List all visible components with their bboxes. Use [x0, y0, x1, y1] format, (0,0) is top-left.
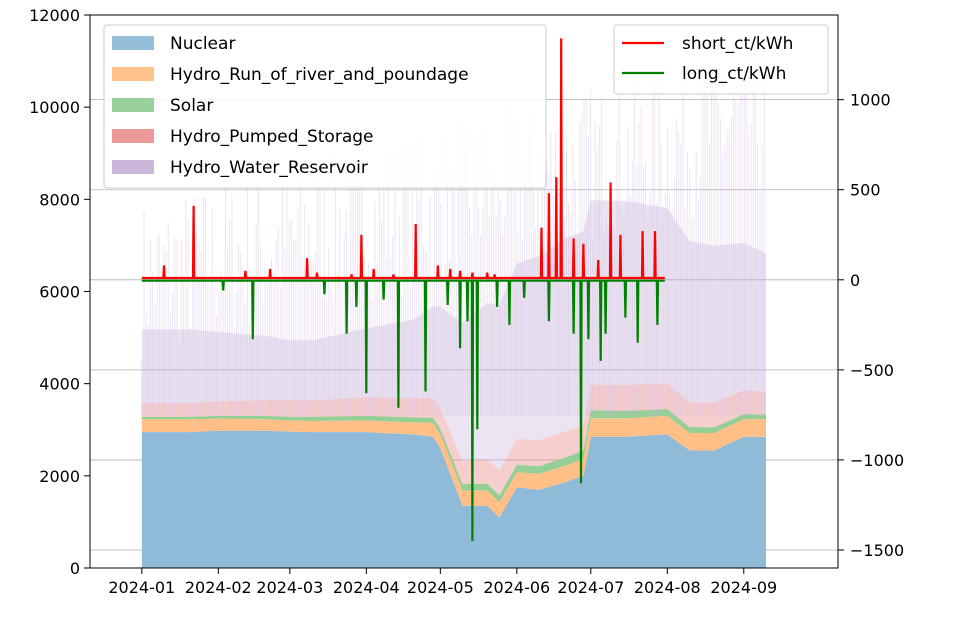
y-axis-left: 0 2000 4000 6000 8000 10000 12000 — [29, 6, 90, 578]
y-left-tick-label: 10000 — [29, 98, 80, 117]
x-tick-label: 2024-02 — [185, 578, 252, 597]
legend-left: Nuclear Hydro_Run_of_river_and_poundage So… — [103, 24, 547, 189]
y-right-tick-label: 500 — [850, 181, 881, 200]
y-left-tick-label: 6000 — [39, 283, 80, 302]
x-tick-label: 2024-07 — [557, 578, 624, 597]
x-tick-label: 2024-03 — [256, 578, 323, 597]
y-left-tick-label: 2000 — [39, 467, 80, 486]
x-tick-label: 2024-06 — [483, 578, 550, 597]
x-axis: 2024-01 2024-02 2024-03 2024-04 2024-05 2024-… — [108, 568, 777, 597]
legend-swatch — [112, 160, 154, 174]
x-tick-label: 2024-05 — [407, 578, 474, 597]
x-tick-label: 2024-08 — [634, 578, 701, 597]
legend-label: Hydro_Water_Reservoir — [170, 158, 368, 178]
legend-swatch — [112, 36, 154, 50]
legend-label: long_ct/kWh — [682, 64, 786, 84]
legend-label: short_ct/kWh — [682, 34, 793, 54]
line-long-ct-kwh — [141, 279, 665, 542]
area-hydro-run-of-river-and-poundage — [141, 415, 767, 518]
y-left-tick-label: 12000 — [29, 6, 80, 25]
y-left-tick-label: 4000 — [39, 375, 80, 394]
y-right-tick-label: −1000 — [850, 451, 904, 470]
area-hydro-pumped-storage — [141, 383, 767, 496]
y-right-tick-label: −500 — [850, 361, 894, 380]
legend-label: Nuclear — [170, 34, 235, 54]
y-axis-right: −1500 −1000 −500 0 500 1000 — [838, 91, 904, 560]
legend-swatch — [112, 98, 154, 112]
x-tick-label: 2024-04 — [333, 578, 400, 597]
x-tick-label: 2024-09 — [710, 578, 777, 597]
legend-left-box — [103, 24, 547, 189]
y-left-tick-label: 0 — [70, 559, 80, 578]
price-lines — [141, 38, 665, 542]
legend-label: Hydro_Pumped_Storage — [170, 127, 374, 147]
y-right-tick-label: −1500 — [850, 541, 904, 560]
area-nuclear — [141, 430, 767, 568]
x-tick-label: 2024-01 — [108, 578, 175, 597]
legend-label: Solar — [170, 96, 213, 116]
legend-right-box — [613, 24, 829, 95]
legend-swatch — [112, 129, 154, 143]
y-right-tick-label: 1000 — [850, 91, 891, 110]
legend-swatch — [112, 67, 154, 81]
y-left-tick-label: 8000 — [39, 190, 80, 209]
y-right-tick-label: 0 — [850, 271, 860, 290]
line-short-ct-kwh — [141, 38, 665, 280]
area-solar — [141, 409, 767, 503]
legend-right: short_ct/kWh long_ct/kWh — [613, 24, 829, 95]
legend-label: Hydro_Run_of_river_and_poundage — [170, 65, 469, 85]
